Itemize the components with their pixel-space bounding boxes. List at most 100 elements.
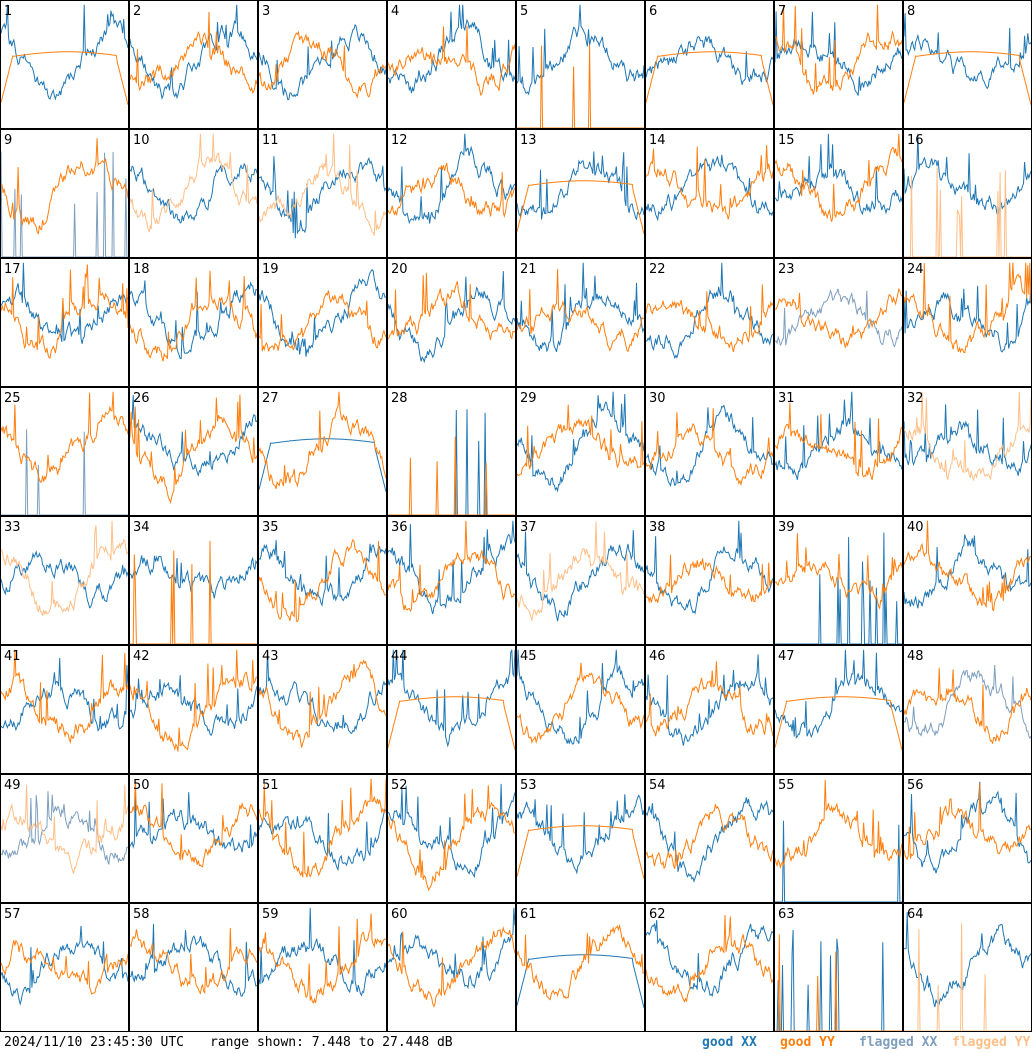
panel-30: 30: [645, 387, 774, 516]
panel-25: 25: [0, 387, 129, 516]
panel-41-yy-line: [0, 649, 129, 744]
panel-64-xx-line: [903, 912, 1032, 1008]
panel-24-frame: [903, 258, 1032, 387]
panel-49-yy-line: [0, 784, 129, 874]
panel-53-label: 53: [520, 778, 537, 793]
panel-31-traces: [774, 391, 903, 480]
panel-58-xx-line: [129, 923, 258, 997]
panel-23-xx-line: [774, 288, 903, 348]
panel-63: 63: [774, 903, 903, 1032]
panel-37-yy-line: [516, 521, 645, 622]
panel-5-frame: [516, 0, 645, 129]
panel-52-frame: [387, 774, 516, 903]
panel-20-traces: [387, 271, 516, 364]
panel-26: 26: [129, 387, 258, 516]
panel-2-yy-line: [129, 11, 258, 94]
panel-10: 10: [129, 129, 258, 258]
panel-27-traces: [258, 391, 387, 492]
panel-63-traces: [775, 929, 902, 1032]
panel-22-yy-line: [645, 284, 774, 353]
panel-45-yy-line: [516, 662, 645, 745]
panel-37: 37: [516, 516, 645, 645]
panel-3: 3: [258, 0, 387, 129]
panel-47-yy-line: [774, 696, 903, 750]
panel-62-traces: [645, 914, 774, 1003]
panel-16-frame: [903, 129, 1032, 258]
panel-25-xx-line: [1, 429, 128, 516]
panel-25-traces: [0, 391, 129, 516]
timestamp-label: 2024/11/10 23:45:30 UTC: [4, 1035, 185, 1050]
panel-57-label: 57: [4, 907, 21, 922]
panel-49-traces: [0, 784, 129, 874]
panel-18-label: 18: [133, 262, 150, 277]
panel-9-label: 9: [4, 133, 12, 148]
panel-19-yy-line: [258, 290, 387, 352]
panel-38-label: 38: [649, 520, 666, 535]
panel-58-frame: [129, 903, 258, 1032]
panel-51-frame: [258, 774, 387, 903]
panel-6-yy-line: [645, 51, 774, 105]
panel-34-frame: [129, 516, 258, 645]
panel-56-xx-line: [903, 781, 1032, 874]
panel-7: 7: [774, 0, 903, 129]
panel-51: 51: [258, 774, 387, 903]
panel-31-label: 31: [778, 391, 795, 406]
panel-6-frame: [645, 0, 774, 129]
panel-47-frame: [774, 645, 903, 774]
panel-16-traces: [903, 133, 1032, 258]
panel-28-xx-line: [388, 409, 515, 516]
panel-5-traces: [516, 4, 645, 129]
panel-1-xx-line: [0, 4, 129, 101]
panel-2-xx-line: [129, 4, 258, 100]
panel-33-label: 33: [4, 520, 21, 535]
panel-40-yy-line: [903, 520, 1032, 612]
panel-10-frame: [129, 129, 258, 258]
panel-30-yy-line: [645, 408, 774, 487]
panel-55-xx-line: [775, 820, 902, 903]
panel-55-yy-line: [774, 779, 903, 870]
panel-27-xx-line: [258, 438, 387, 492]
panel-20: 20: [387, 258, 516, 387]
panel-64-frame: [903, 903, 1032, 1032]
panel-9-traces: [0, 138, 129, 258]
panel-13-frame: [516, 129, 645, 258]
panel-54-frame: [645, 774, 774, 903]
panel-42-label: 42: [133, 649, 150, 664]
panel-59-traces: [258, 907, 387, 1005]
panel-13-label: 13: [520, 133, 537, 148]
panel-55: 55: [774, 774, 903, 903]
panel-27-label: 27: [262, 391, 279, 406]
panel-55-frame: [774, 774, 903, 903]
panel-43-label: 43: [262, 649, 279, 664]
panel-21-label: 21: [520, 262, 537, 277]
panel-59-label: 59: [262, 907, 279, 922]
panel-2-traces: [129, 4, 258, 100]
panel-19-traces: [258, 268, 387, 357]
legend-flagged-yy: flagged YY: [952, 1035, 1031, 1050]
panel-51-traces: [258, 778, 387, 878]
panel-28-yy-line: [388, 436, 515, 516]
panel-14-label: 14: [649, 133, 666, 148]
legend-good-yy: good YY: [780, 1035, 835, 1050]
panel-5: 5: [516, 0, 645, 129]
panel-63-frame: [774, 903, 903, 1032]
panel-14-xx-line: [645, 154, 774, 222]
panel-14-yy-line: [645, 145, 774, 220]
panel-16-xx-line: [903, 133, 1032, 217]
panel-7-traces: [774, 4, 903, 96]
panel-29-label: 29: [520, 391, 537, 406]
panel-37-label: 37: [520, 520, 537, 535]
panel-38-traces: [645, 520, 774, 615]
panel-17-traces: [0, 262, 129, 359]
panel-5-xx-line: [516, 4, 645, 96]
panel-19-label: 19: [262, 262, 279, 277]
panel-52-traces: [387, 783, 516, 892]
panel-35-frame: [258, 516, 387, 645]
panel-24-label: 24: [907, 262, 924, 277]
panel-18-frame: [129, 258, 258, 387]
panel-8-traces: [903, 13, 1032, 105]
panel-58-traces: [129, 923, 258, 997]
panel-24: 24: [903, 258, 1032, 387]
panel-3-label: 3: [262, 4, 270, 19]
panel-64-label: 64: [907, 907, 924, 922]
